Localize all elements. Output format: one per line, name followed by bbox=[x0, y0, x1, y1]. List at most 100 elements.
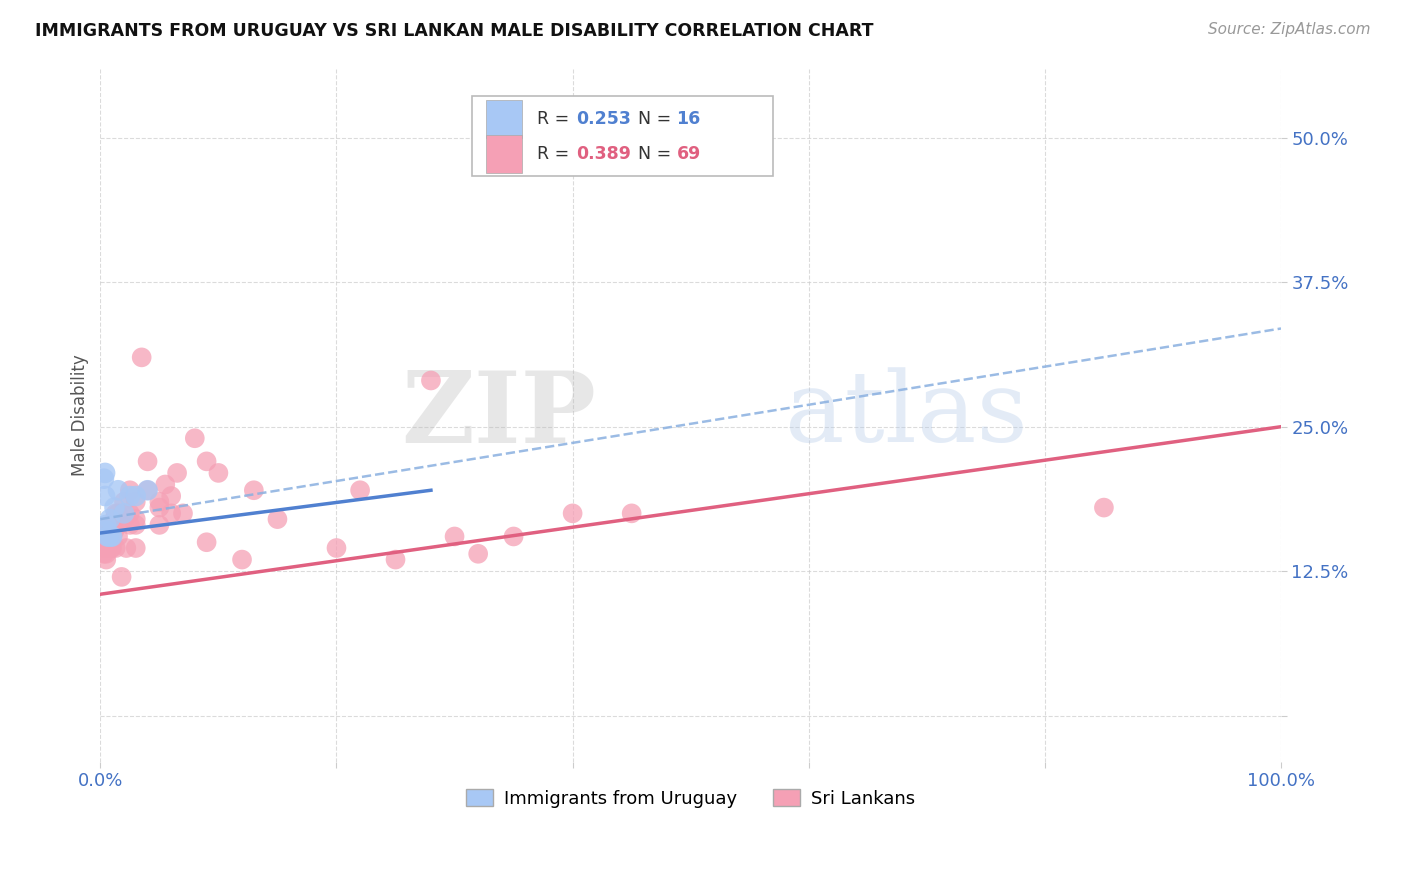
Point bbox=[561, 507, 583, 521]
Point bbox=[107, 507, 129, 521]
Point bbox=[112, 507, 135, 521]
Point bbox=[620, 507, 643, 521]
Point bbox=[96, 529, 118, 543]
Point bbox=[104, 507, 127, 521]
Text: 16: 16 bbox=[676, 110, 700, 128]
Y-axis label: Male Disability: Male Disability bbox=[72, 354, 89, 476]
Point bbox=[96, 541, 118, 555]
Point bbox=[101, 529, 124, 543]
Point bbox=[100, 529, 122, 543]
Point bbox=[100, 529, 122, 543]
Point bbox=[96, 552, 118, 566]
Point bbox=[98, 512, 121, 526]
Text: R =: R = bbox=[537, 145, 575, 162]
Point bbox=[101, 517, 124, 532]
Point bbox=[172, 507, 194, 521]
Point bbox=[98, 517, 121, 532]
Point bbox=[115, 541, 138, 555]
Point bbox=[96, 535, 118, 549]
Text: Source: ZipAtlas.com: Source: ZipAtlas.com bbox=[1208, 22, 1371, 37]
Point bbox=[131, 351, 153, 365]
Point bbox=[195, 454, 218, 468]
Text: ZIP: ZIP bbox=[401, 367, 596, 464]
Point bbox=[96, 547, 118, 561]
Text: 69: 69 bbox=[676, 145, 700, 162]
Point bbox=[107, 483, 129, 498]
Point bbox=[91, 529, 114, 543]
Text: 0.389: 0.389 bbox=[576, 145, 631, 162]
Point bbox=[207, 466, 229, 480]
Point bbox=[104, 541, 127, 555]
Point bbox=[96, 535, 118, 549]
Text: N =: N = bbox=[637, 145, 676, 162]
Point bbox=[101, 529, 124, 543]
Point bbox=[94, 524, 117, 538]
Text: R =: R = bbox=[537, 110, 575, 128]
Point bbox=[94, 466, 117, 480]
Point bbox=[420, 374, 443, 388]
Point bbox=[502, 529, 524, 543]
Point bbox=[97, 541, 120, 555]
Point bbox=[98, 529, 121, 543]
FancyBboxPatch shape bbox=[472, 96, 773, 176]
Point bbox=[103, 500, 125, 515]
Point bbox=[467, 547, 489, 561]
Point bbox=[125, 512, 148, 526]
Point bbox=[231, 552, 253, 566]
Point bbox=[384, 552, 406, 566]
Point bbox=[184, 431, 207, 445]
Point bbox=[325, 541, 347, 555]
Point bbox=[94, 489, 117, 503]
Point bbox=[93, 547, 115, 561]
Point bbox=[96, 529, 118, 543]
Point bbox=[118, 507, 141, 521]
Point bbox=[195, 535, 218, 549]
Point bbox=[97, 529, 120, 543]
Point bbox=[112, 507, 135, 521]
Point bbox=[166, 466, 188, 480]
Point bbox=[112, 512, 135, 526]
Point bbox=[155, 477, 177, 491]
Text: atlas: atlas bbox=[785, 368, 1028, 463]
FancyBboxPatch shape bbox=[486, 100, 522, 137]
Point bbox=[118, 483, 141, 498]
Point bbox=[94, 529, 117, 543]
Point bbox=[148, 495, 170, 509]
Point bbox=[118, 517, 141, 532]
Text: 0.253: 0.253 bbox=[576, 110, 631, 128]
Point bbox=[148, 500, 170, 515]
Point bbox=[93, 541, 115, 555]
Point bbox=[107, 517, 129, 532]
Point bbox=[148, 517, 170, 532]
Point bbox=[101, 524, 124, 538]
Point bbox=[118, 489, 141, 503]
Point bbox=[107, 529, 129, 543]
Point bbox=[125, 541, 148, 555]
Point bbox=[125, 517, 148, 532]
Point bbox=[1092, 500, 1115, 515]
Point bbox=[110, 570, 132, 584]
Point bbox=[97, 529, 120, 543]
Text: IMMIGRANTS FROM URUGUAY VS SRI LANKAN MALE DISABILITY CORRELATION CHART: IMMIGRANTS FROM URUGUAY VS SRI LANKAN MA… bbox=[35, 22, 873, 40]
Point bbox=[349, 483, 371, 498]
Point bbox=[101, 541, 124, 555]
Text: N =: N = bbox=[637, 110, 676, 128]
Point bbox=[96, 524, 118, 538]
Point bbox=[93, 472, 115, 486]
FancyBboxPatch shape bbox=[486, 135, 522, 173]
Point bbox=[100, 541, 122, 555]
Point bbox=[96, 517, 118, 532]
Point bbox=[112, 495, 135, 509]
Point bbox=[266, 512, 288, 526]
Point bbox=[243, 483, 266, 498]
Point bbox=[136, 483, 159, 498]
Point bbox=[136, 483, 159, 498]
Point bbox=[160, 507, 183, 521]
Point bbox=[103, 512, 125, 526]
Point bbox=[160, 489, 183, 503]
Point bbox=[103, 524, 125, 538]
Point bbox=[136, 454, 159, 468]
Point bbox=[96, 529, 118, 543]
Point bbox=[125, 489, 148, 503]
Legend: Immigrants from Uruguay, Sri Lankans: Immigrants from Uruguay, Sri Lankans bbox=[458, 782, 922, 815]
